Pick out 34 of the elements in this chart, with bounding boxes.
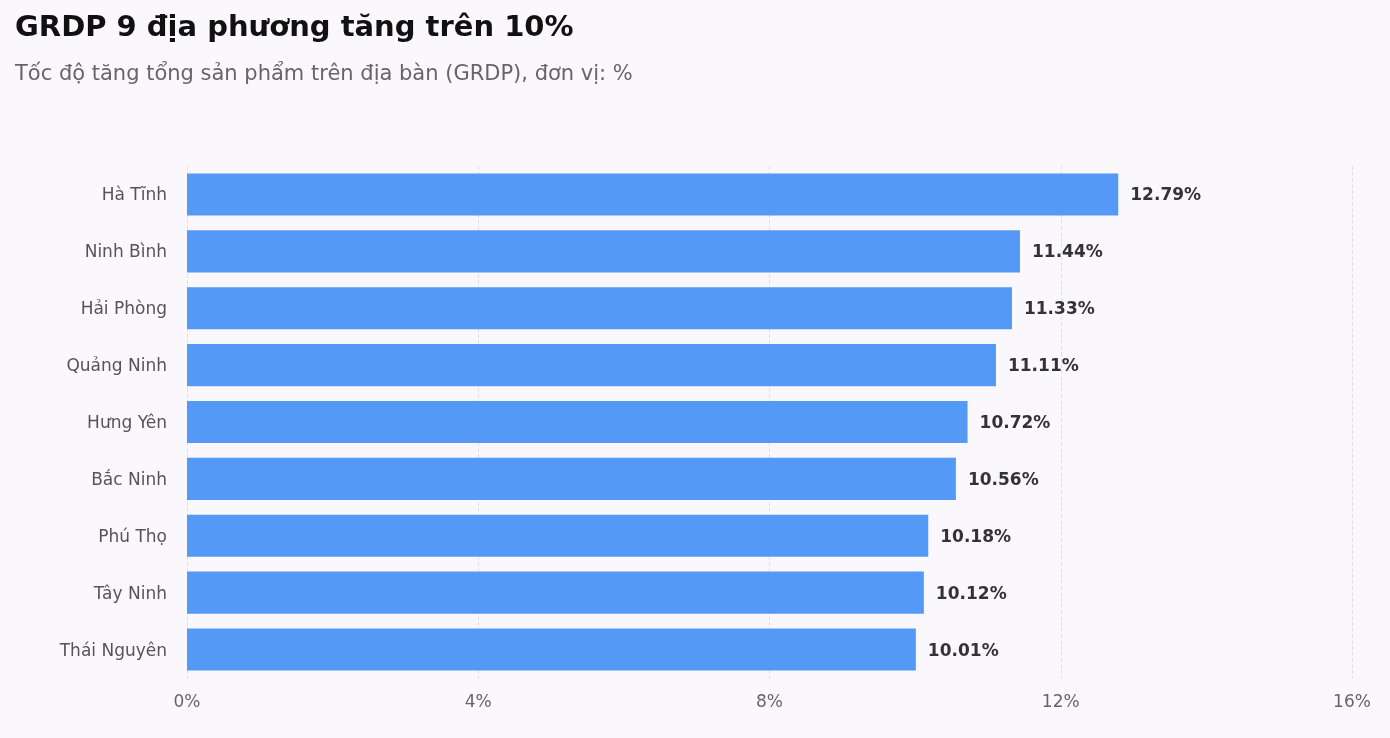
bar <box>187 457 956 500</box>
data-label: 10.72% <box>979 412 1051 432</box>
x-tick-label: 8% <box>756 690 783 711</box>
data-label: 11.33% <box>1023 298 1095 319</box>
bar <box>187 400 968 444</box>
bar <box>187 344 996 387</box>
bar <box>187 287 1012 330</box>
data-label: 10.18% <box>940 525 1012 546</box>
y-tick-label: Thái Nguyên <box>58 639 167 660</box>
y-tick-label: Bắc Ninh <box>91 468 167 489</box>
y-tick-label: Hải Phòng <box>80 298 167 319</box>
y-tick-label: Phú Thọ <box>98 525 167 546</box>
bar <box>187 628 916 671</box>
x-tick-label: 16% <box>1333 690 1371 711</box>
data-label: 11.11% <box>1007 355 1079 376</box>
y-tick-label: Quảng Ninh <box>66 355 167 376</box>
x-tick-label: 4% <box>464 690 492 711</box>
y-tick-label: Hà Tĩnh <box>101 184 167 205</box>
chart-title: GRDP 9 địa phương tăng trên 10% <box>15 8 574 43</box>
bar <box>187 230 1020 273</box>
y-tick-label: Tây Ninh <box>92 582 167 603</box>
data-label: 12.79% <box>1130 184 1202 205</box>
y-tick-label: Ninh Bình <box>84 241 167 262</box>
data-label: 10.12% <box>935 582 1007 603</box>
y-tick-label: Hưng Yên <box>87 412 167 432</box>
chart-subtitle: Tốc độ tăng tổng sản phẩm trên địa bàn (GRDP), đơn vị: % <box>14 60 633 85</box>
bar <box>187 514 929 557</box>
x-tick-label: 0% <box>173 690 201 711</box>
bar <box>187 173 1119 216</box>
bar <box>187 571 924 614</box>
data-label: 11.44% <box>1031 241 1103 262</box>
x-tick-label: 12% <box>1041 690 1080 711</box>
data-label: 10.01% <box>927 639 999 660</box>
data-label: 10.56% <box>967 468 1039 489</box>
